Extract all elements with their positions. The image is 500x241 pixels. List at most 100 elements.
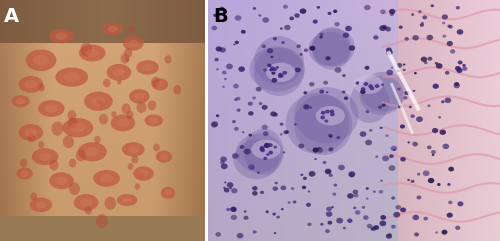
- Circle shape: [266, 153, 270, 156]
- Circle shape: [117, 80, 121, 85]
- Circle shape: [268, 143, 272, 147]
- Circle shape: [80, 42, 92, 56]
- Circle shape: [229, 187, 232, 189]
- Circle shape: [348, 171, 356, 177]
- Circle shape: [420, 23, 424, 27]
- Circle shape: [260, 148, 265, 152]
- Circle shape: [442, 14, 448, 20]
- Circle shape: [389, 154, 394, 158]
- Circle shape: [386, 47, 392, 52]
- Circle shape: [134, 183, 140, 190]
- Ellipse shape: [123, 36, 144, 51]
- Circle shape: [260, 146, 264, 150]
- Circle shape: [373, 35, 378, 40]
- Circle shape: [330, 109, 334, 113]
- Circle shape: [349, 173, 354, 177]
- Circle shape: [462, 64, 466, 67]
- Circle shape: [122, 103, 131, 114]
- Circle shape: [442, 144, 449, 149]
- Ellipse shape: [110, 114, 136, 131]
- Circle shape: [126, 111, 134, 119]
- Circle shape: [344, 96, 348, 100]
- Circle shape: [366, 198, 368, 200]
- Circle shape: [230, 215, 237, 220]
- Circle shape: [414, 232, 419, 236]
- Circle shape: [272, 213, 276, 215]
- Circle shape: [222, 86, 225, 88]
- Circle shape: [434, 62, 438, 65]
- Ellipse shape: [266, 63, 295, 82]
- Circle shape: [336, 136, 340, 139]
- Circle shape: [432, 84, 439, 89]
- Ellipse shape: [312, 27, 352, 70]
- Circle shape: [274, 146, 277, 148]
- Circle shape: [446, 41, 453, 46]
- Ellipse shape: [70, 123, 86, 133]
- Circle shape: [241, 30, 246, 34]
- Circle shape: [413, 90, 416, 92]
- Ellipse shape: [78, 142, 106, 161]
- Circle shape: [38, 84, 45, 92]
- Circle shape: [263, 131, 268, 136]
- Circle shape: [324, 120, 328, 123]
- Circle shape: [369, 129, 372, 132]
- Circle shape: [294, 123, 296, 125]
- Circle shape: [211, 122, 218, 128]
- Circle shape: [244, 148, 250, 154]
- Circle shape: [284, 130, 288, 134]
- Circle shape: [290, 16, 294, 20]
- Circle shape: [436, 63, 442, 69]
- Circle shape: [278, 75, 282, 78]
- Circle shape: [448, 25, 453, 29]
- Ellipse shape: [236, 134, 283, 173]
- Circle shape: [432, 154, 434, 156]
- Ellipse shape: [34, 55, 48, 66]
- Circle shape: [363, 215, 368, 220]
- Ellipse shape: [80, 198, 92, 207]
- Circle shape: [292, 201, 296, 203]
- Circle shape: [216, 114, 220, 117]
- Circle shape: [347, 193, 354, 199]
- Circle shape: [222, 71, 226, 74]
- Circle shape: [269, 68, 273, 71]
- Ellipse shape: [164, 190, 172, 196]
- Circle shape: [224, 181, 226, 183]
- Circle shape: [274, 182, 278, 184]
- Ellipse shape: [86, 49, 99, 57]
- Ellipse shape: [350, 80, 390, 123]
- Circle shape: [278, 73, 283, 77]
- Circle shape: [360, 131, 366, 137]
- Circle shape: [376, 155, 378, 158]
- Circle shape: [280, 185, 286, 190]
- Ellipse shape: [18, 76, 43, 93]
- Circle shape: [456, 68, 462, 73]
- Circle shape: [456, 6, 460, 9]
- Circle shape: [238, 66, 245, 72]
- Circle shape: [374, 225, 379, 230]
- Circle shape: [76, 150, 86, 161]
- Circle shape: [320, 90, 324, 94]
- Circle shape: [440, 130, 446, 135]
- Circle shape: [262, 17, 269, 23]
- Circle shape: [262, 105, 268, 110]
- Ellipse shape: [144, 114, 163, 127]
- Ellipse shape: [56, 176, 68, 185]
- Circle shape: [216, 232, 221, 237]
- Circle shape: [262, 45, 266, 48]
- Circle shape: [280, 122, 283, 126]
- Circle shape: [69, 182, 80, 195]
- Circle shape: [409, 106, 412, 108]
- Circle shape: [455, 226, 460, 230]
- Circle shape: [283, 5, 288, 9]
- Text: B: B: [214, 7, 228, 26]
- Circle shape: [111, 111, 116, 118]
- Circle shape: [398, 105, 402, 108]
- Circle shape: [462, 67, 468, 71]
- Circle shape: [124, 48, 132, 58]
- Ellipse shape: [234, 140, 280, 179]
- Circle shape: [352, 190, 358, 194]
- Circle shape: [312, 20, 318, 24]
- Circle shape: [320, 35, 323, 39]
- Circle shape: [318, 147, 321, 150]
- Circle shape: [431, 150, 436, 154]
